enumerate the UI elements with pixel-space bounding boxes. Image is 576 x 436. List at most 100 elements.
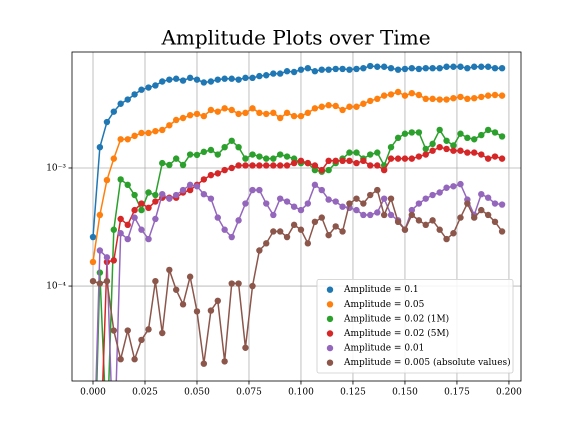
data-point xyxy=(353,159,360,167)
data-point xyxy=(256,247,263,254)
data-point xyxy=(304,64,312,72)
data-point xyxy=(263,200,270,207)
data-point xyxy=(110,108,118,115)
data-point xyxy=(325,102,332,109)
data-point xyxy=(297,157,305,165)
data-point xyxy=(193,76,201,83)
data-point xyxy=(436,96,443,103)
data-point xyxy=(484,126,492,134)
data-point xyxy=(207,78,215,85)
data-point xyxy=(408,211,416,219)
chart-title: Amplitude Plots over Time xyxy=(160,26,430,50)
x-tick-label: 0.025 xyxy=(132,388,158,398)
data-point xyxy=(235,280,242,287)
data-point xyxy=(478,93,485,101)
data-point xyxy=(380,92,388,99)
data-point xyxy=(172,191,180,199)
x-tick-label: 0.200 xyxy=(496,388,522,398)
data-point xyxy=(304,240,312,247)
data-point xyxy=(186,186,194,194)
data-point xyxy=(270,155,277,162)
data-point xyxy=(249,162,256,169)
data-point xyxy=(408,155,416,162)
data-point xyxy=(270,211,277,219)
legend-label: Amplitude = 0.01 xyxy=(343,344,424,354)
data-point xyxy=(408,129,416,136)
data-point xyxy=(200,176,208,183)
data-point xyxy=(124,235,131,243)
data-point xyxy=(415,217,423,224)
data-point xyxy=(332,157,339,165)
data-point xyxy=(138,206,145,214)
data-point xyxy=(436,189,443,196)
data-point xyxy=(491,153,499,160)
data-point xyxy=(498,155,506,162)
data-point xyxy=(325,231,332,239)
data-point xyxy=(374,209,381,216)
data-point xyxy=(117,136,124,143)
data-point xyxy=(367,162,374,169)
data-point xyxy=(367,191,374,199)
data-point xyxy=(297,66,305,73)
legend-box xyxy=(316,278,514,374)
data-point xyxy=(353,65,360,73)
data-point xyxy=(179,301,187,308)
data-point xyxy=(304,159,312,167)
data-point xyxy=(394,218,402,226)
data-point xyxy=(408,64,416,72)
data-point xyxy=(283,198,291,205)
data-point xyxy=(214,151,221,158)
data-point xyxy=(450,230,457,237)
data-point xyxy=(166,161,173,169)
data-point xyxy=(325,166,332,174)
data-point xyxy=(159,159,166,167)
data-point xyxy=(339,228,346,235)
data-point xyxy=(290,68,298,76)
data-point xyxy=(304,200,312,207)
data-point xyxy=(96,143,104,151)
data-point xyxy=(186,181,194,189)
data-point xyxy=(332,102,339,110)
data-point xyxy=(249,151,256,158)
data-point xyxy=(117,215,124,223)
data-point xyxy=(450,142,457,149)
data-point xyxy=(443,145,450,153)
legend-marker xyxy=(326,315,334,323)
data-point xyxy=(263,240,270,247)
data-point xyxy=(346,157,353,165)
data-point xyxy=(290,159,298,167)
legend-marker xyxy=(326,344,334,352)
data-point xyxy=(200,190,208,198)
data-point xyxy=(110,257,118,264)
data-point xyxy=(290,203,298,210)
data-point xyxy=(443,63,450,70)
data-point xyxy=(145,235,152,243)
legend-label: Amplitude = 0.02 (1M) xyxy=(343,313,449,324)
data-point xyxy=(339,203,346,210)
data-point xyxy=(110,155,118,162)
data-point xyxy=(429,140,436,148)
data-point xyxy=(145,129,152,137)
data-point xyxy=(491,64,499,72)
data-point xyxy=(471,214,478,221)
data-point xyxy=(290,221,298,229)
data-point xyxy=(89,258,97,266)
data-point xyxy=(270,162,277,169)
data-point xyxy=(256,109,263,117)
data-point xyxy=(318,214,325,221)
data-point xyxy=(325,196,332,203)
data-point xyxy=(186,151,194,158)
x-tick-label: 0.100 xyxy=(288,388,314,398)
data-point xyxy=(498,92,506,99)
data-point xyxy=(200,79,208,86)
data-point xyxy=(339,65,346,73)
data-point xyxy=(207,307,215,314)
data-point xyxy=(124,181,131,189)
data-point xyxy=(110,226,118,233)
data-point xyxy=(172,116,180,124)
data-point xyxy=(443,184,450,191)
data-point xyxy=(339,106,346,114)
data-point xyxy=(311,218,319,226)
data-point xyxy=(131,214,138,221)
